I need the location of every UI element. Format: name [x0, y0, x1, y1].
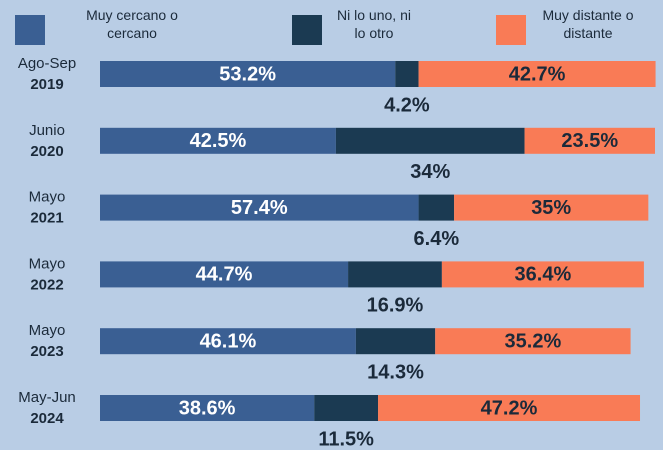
- value-label: 35%: [531, 197, 571, 219]
- category-label: 2023: [30, 343, 63, 360]
- bar-segment: [435, 328, 631, 355]
- bar-segment: [395, 61, 419, 87]
- value-label: 14.3%: [367, 361, 424, 383]
- category-label: Mayo: [29, 255, 66, 272]
- bar-segment: [418, 194, 455, 221]
- legend-label: Muy distante o distante: [542, 7, 634, 41]
- value-label: 34%: [410, 161, 450, 183]
- legend-swatch: [15, 15, 45, 45]
- category-label: 2022: [30, 276, 63, 293]
- value-label: 42.5%: [190, 130, 247, 152]
- bar-segment: [348, 261, 442, 288]
- category-label: 2019: [30, 76, 63, 93]
- bar-segment: [454, 194, 649, 221]
- category-label: Mayo: [29, 322, 66, 339]
- bar-segment: [355, 328, 436, 355]
- value-label: 44.7%: [196, 264, 253, 286]
- bar-segment: [418, 61, 656, 87]
- category-label: 2021: [30, 210, 63, 227]
- category-label: Mayo: [29, 189, 66, 206]
- value-label: 42.7%: [509, 63, 566, 85]
- legend-label: Muy cercano o cercano: [86, 7, 178, 41]
- bar-segment: [100, 61, 396, 87]
- bar-segment: [100, 194, 419, 221]
- bar-segment: [314, 395, 379, 421]
- value-label: 16.9%: [367, 295, 424, 317]
- value-label: 11.5%: [318, 428, 374, 450]
- bar-segment: [100, 328, 356, 355]
- bar-segment: [378, 395, 641, 421]
- value-label: 38.6%: [179, 397, 236, 419]
- bar-segment: [335, 127, 525, 154]
- value-label: 47.2%: [481, 397, 538, 419]
- bar-segment: [100, 127, 336, 154]
- category-label: Junio: [29, 122, 65, 139]
- value-label: 53.2%: [219, 63, 276, 85]
- legend-swatch: [496, 15, 526, 45]
- category-label: Ago-Sep: [18, 55, 76, 72]
- value-label: 46.1%: [200, 330, 257, 352]
- legend-label: Ni lo uno, ni lo otro: [337, 7, 411, 41]
- value-label: 23.5%: [561, 130, 618, 152]
- value-label: 35.2%: [505, 330, 562, 352]
- bar-segment: [441, 261, 644, 288]
- value-label: 36.4%: [515, 264, 572, 286]
- value-label: 6.4%: [414, 228, 460, 250]
- category-label: 2024: [30, 410, 64, 427]
- category-label: May-Jun: [18, 389, 76, 406]
- value-label: 4.2%: [384, 94, 430, 116]
- bar-segment: [100, 395, 315, 421]
- category-label: 2020: [30, 143, 63, 160]
- legend-swatch: [292, 15, 322, 45]
- bar-segment: [100, 261, 349, 288]
- bar-segment: [524, 127, 655, 154]
- value-label: 57.4%: [231, 197, 288, 219]
